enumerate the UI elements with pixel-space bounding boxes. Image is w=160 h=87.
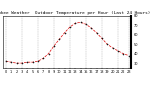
Title: Milwaukee Weather  Outdoor Temperature per Hour (Last 24 Hours): Milwaukee Weather Outdoor Temperature pe… [0,11,150,15]
